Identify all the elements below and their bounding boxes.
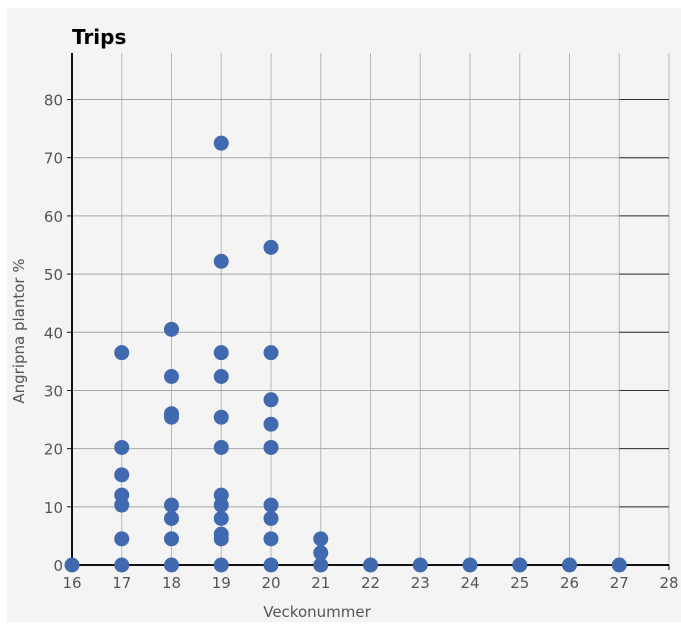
x-tick-label: 17 [112, 574, 131, 592]
data-point [512, 557, 528, 573]
y-tick-label: 40 [44, 324, 63, 342]
data-point [114, 557, 130, 573]
data-point [263, 497, 279, 513]
data-point [164, 557, 179, 573]
data-point [263, 439, 279, 455]
y-tick-label: 20 [44, 441, 63, 459]
y-tick-label: 10 [44, 499, 63, 517]
data-point [263, 557, 279, 573]
data-point [611, 557, 627, 573]
data-point [263, 392, 279, 408]
axes [67, 53, 670, 570]
x-tick-label: 16 [62, 574, 81, 592]
data-point [562, 557, 577, 573]
data-point [114, 345, 130, 361]
data-point [164, 497, 179, 513]
x-tick-label: 19 [212, 574, 231, 592]
data-point [213, 526, 229, 542]
data-point [213, 439, 229, 455]
x-tick-label: 24 [460, 574, 479, 592]
data-point [263, 345, 279, 361]
x-tick-label: 26 [560, 574, 579, 592]
x-tick-label: 21 [311, 574, 330, 592]
x-tick-label: 28 [659, 574, 678, 592]
x-tick-label: 18 [162, 574, 181, 592]
x-axis-title: Veckonummer [263, 603, 371, 621]
y-tick-label: 30 [44, 382, 63, 400]
data-point [313, 531, 329, 547]
chart-panel: 16 17 18 19 20 21 22 23 24 25 26 27 28 0 10 20 30 40 50 60 7… [7, 8, 681, 622]
data-point [213, 253, 229, 269]
data-point [213, 345, 229, 361]
x-tick-label: 25 [510, 574, 529, 592]
y-tick-label: 60 [44, 208, 63, 226]
x-tick-label: 22 [361, 574, 380, 592]
data-point [263, 531, 279, 547]
data-point [462, 557, 478, 573]
data-point [114, 467, 130, 483]
data-point [213, 487, 229, 503]
x-tick-label: 23 [411, 574, 430, 592]
data-point [263, 239, 279, 255]
chart-title: Trips [72, 25, 126, 49]
data-point [263, 416, 279, 432]
data-point [213, 368, 229, 384]
data-point [114, 531, 130, 547]
data-point [213, 510, 229, 526]
data-point [412, 557, 428, 573]
data-point [313, 545, 329, 561]
tick-labels: 16 17 18 19 20 21 22 23 24 25 26 27 28 0 10 20 30 40 50 60 7… [44, 92, 679, 592]
data-point [114, 487, 130, 503]
data-point [164, 368, 179, 384]
data-point [363, 557, 378, 573]
data-points [64, 135, 627, 573]
y-axis-title: Angripna plantor % [10, 258, 28, 403]
data-point [263, 510, 279, 526]
data-point [213, 557, 229, 573]
data-point [114, 439, 130, 455]
data-point [164, 510, 179, 526]
data-point [64, 557, 80, 573]
data-point [164, 531, 179, 547]
x-tick-label: 27 [610, 574, 629, 592]
data-point [164, 321, 179, 337]
y-tick-label: 0 [53, 557, 63, 575]
y-tick-label: 80 [44, 92, 63, 110]
y-tick-label: 70 [44, 150, 63, 168]
data-point [213, 135, 229, 151]
y-tick-label: 50 [44, 266, 63, 284]
x-tick-label: 20 [261, 574, 280, 592]
data-point [313, 557, 329, 573]
scatter-chart: 16 17 18 19 20 21 22 23 24 25 26 27 28 0 10 20 30 40 50 60 7… [10, 25, 679, 621]
grid-lines [72, 53, 670, 565]
data-point [164, 406, 179, 422]
data-point [213, 409, 229, 425]
